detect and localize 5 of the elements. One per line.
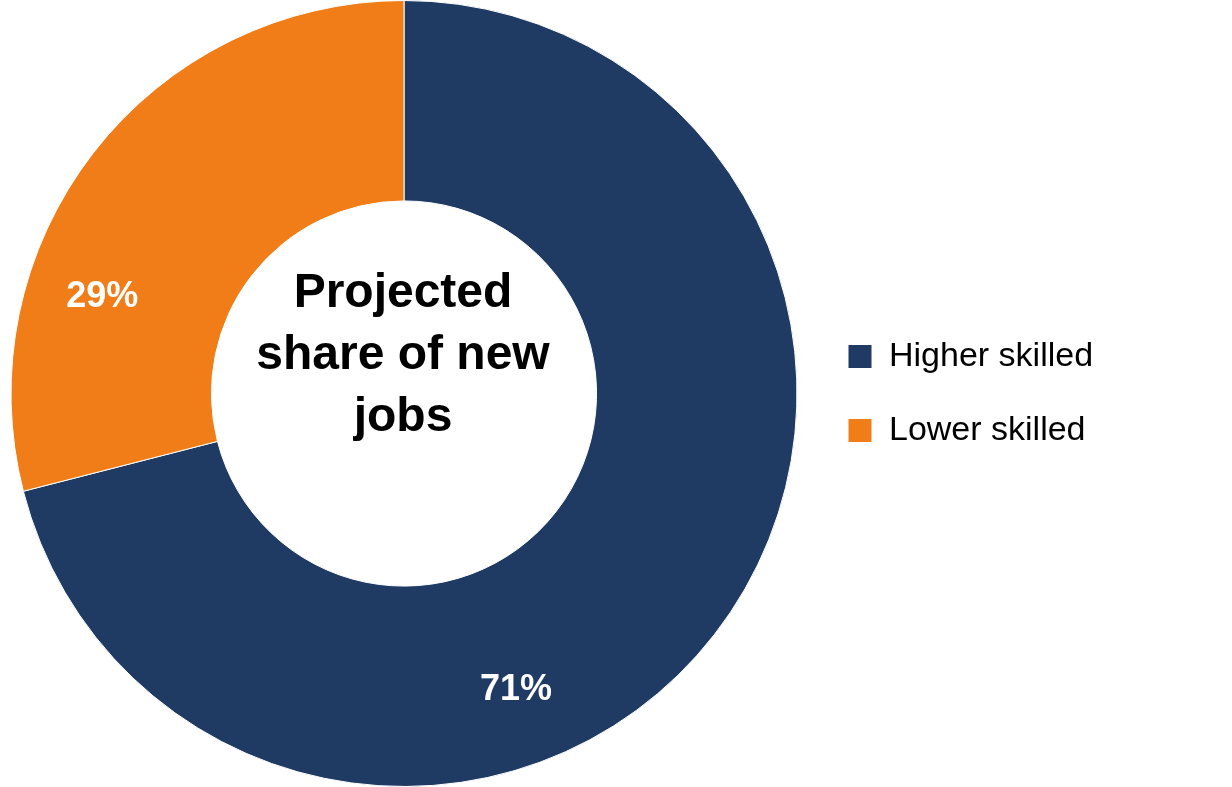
data-label: 71% — [479, 666, 552, 708]
legend-label: Lower skilled — [889, 408, 1086, 447]
data-label: 29% — [66, 273, 139, 315]
legend-label: Higher skilled — [889, 334, 1094, 373]
text: Projected share of new jobs — [255, 263, 551, 443]
